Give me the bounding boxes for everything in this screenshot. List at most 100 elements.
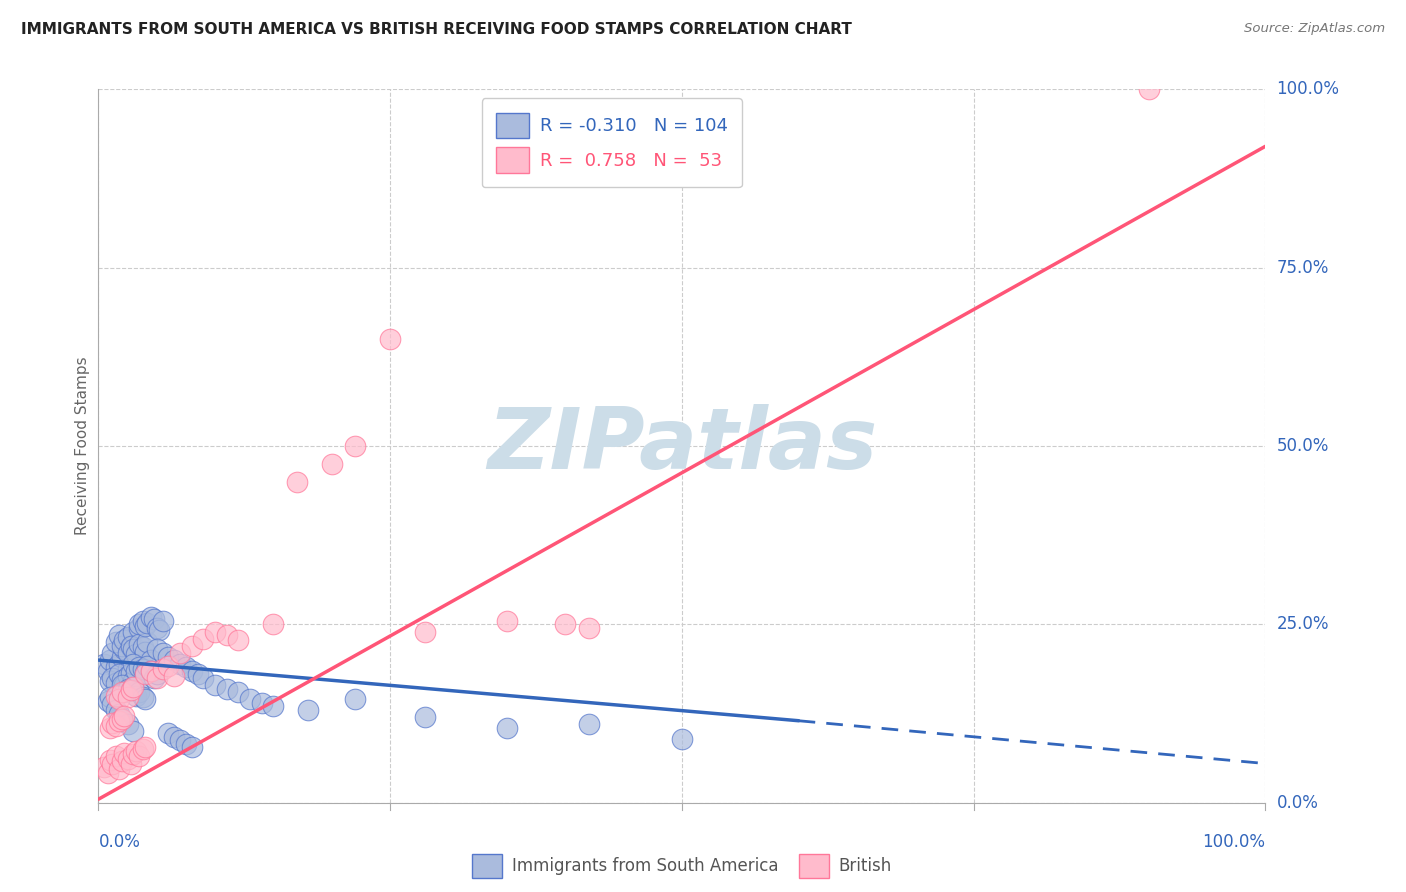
Point bbox=[108, 714, 131, 728]
Point bbox=[101, 671, 124, 685]
Point bbox=[125, 642, 148, 657]
Point bbox=[111, 712, 134, 726]
Point bbox=[554, 617, 576, 632]
Point bbox=[215, 628, 238, 642]
Point bbox=[117, 630, 139, 644]
Point bbox=[122, 657, 145, 671]
Point bbox=[112, 633, 135, 648]
Point bbox=[112, 685, 135, 699]
Point bbox=[122, 747, 145, 762]
Point bbox=[143, 671, 166, 685]
Point bbox=[204, 678, 226, 692]
Point bbox=[134, 692, 156, 706]
Point bbox=[101, 698, 124, 712]
Legend: Immigrants from South America, British: Immigrants from South America, British bbox=[472, 854, 891, 878]
Point bbox=[671, 731, 693, 746]
Point bbox=[111, 678, 134, 692]
Text: 75.0%: 75.0% bbox=[1277, 259, 1329, 277]
Point bbox=[111, 685, 134, 699]
Point bbox=[122, 680, 145, 694]
Point bbox=[157, 658, 180, 673]
Point bbox=[117, 646, 139, 660]
Point bbox=[125, 664, 148, 678]
Point bbox=[139, 610, 162, 624]
Point bbox=[111, 673, 134, 687]
Text: 50.0%: 50.0% bbox=[1277, 437, 1329, 455]
Point bbox=[104, 719, 127, 733]
Point bbox=[111, 639, 134, 653]
Point bbox=[578, 717, 600, 731]
Point bbox=[128, 660, 150, 674]
Point bbox=[169, 646, 191, 660]
Point bbox=[163, 653, 186, 667]
Point bbox=[180, 740, 202, 755]
Point bbox=[117, 681, 139, 696]
Point bbox=[143, 612, 166, 626]
Point bbox=[97, 765, 120, 780]
Point bbox=[134, 740, 156, 755]
Point bbox=[98, 721, 121, 735]
Point bbox=[578, 621, 600, 635]
Point bbox=[108, 628, 131, 642]
Point bbox=[180, 664, 202, 678]
Point bbox=[285, 475, 308, 489]
Point bbox=[132, 640, 155, 655]
Point bbox=[146, 621, 169, 635]
Point bbox=[128, 617, 150, 632]
Point bbox=[128, 621, 150, 635]
Point bbox=[120, 640, 142, 655]
Point bbox=[98, 690, 121, 705]
Point bbox=[120, 756, 142, 771]
Point bbox=[117, 662, 139, 676]
Point bbox=[250, 696, 273, 710]
Point bbox=[136, 658, 159, 673]
Point bbox=[108, 706, 131, 721]
Point bbox=[93, 657, 115, 671]
Point bbox=[117, 690, 139, 705]
Point bbox=[97, 694, 120, 708]
Point bbox=[262, 699, 284, 714]
Point bbox=[97, 664, 120, 678]
Point bbox=[169, 733, 191, 747]
Point bbox=[163, 730, 186, 744]
Point bbox=[112, 642, 135, 657]
Point bbox=[112, 708, 135, 723]
Point bbox=[98, 674, 121, 689]
Point bbox=[98, 753, 121, 767]
Point bbox=[204, 624, 226, 639]
Point bbox=[108, 657, 131, 671]
Text: ZIPatlas: ZIPatlas bbox=[486, 404, 877, 488]
Point bbox=[108, 667, 131, 681]
Point bbox=[128, 685, 150, 699]
Point bbox=[112, 678, 135, 692]
Point bbox=[139, 653, 162, 667]
Point bbox=[134, 644, 156, 658]
Point bbox=[101, 756, 124, 771]
Point bbox=[125, 648, 148, 662]
Point bbox=[239, 692, 262, 706]
Point bbox=[139, 664, 162, 678]
Point bbox=[134, 667, 156, 681]
Point bbox=[120, 639, 142, 653]
Point bbox=[321, 457, 343, 471]
Point bbox=[104, 635, 127, 649]
Point bbox=[136, 635, 159, 649]
Point bbox=[132, 614, 155, 628]
Point bbox=[139, 664, 162, 678]
Point bbox=[146, 671, 169, 685]
Text: 0.0%: 0.0% bbox=[98, 833, 141, 851]
Point bbox=[128, 749, 150, 764]
Point bbox=[104, 689, 127, 703]
Point bbox=[117, 717, 139, 731]
Point bbox=[101, 715, 124, 730]
Point bbox=[297, 703, 319, 717]
Point bbox=[169, 657, 191, 671]
Text: 100.0%: 100.0% bbox=[1202, 833, 1265, 851]
Point bbox=[157, 649, 180, 664]
Point bbox=[148, 623, 170, 637]
Point bbox=[101, 646, 124, 660]
Text: IMMIGRANTS FROM SOUTH AMERICA VS BRITISH RECEIVING FOOD STAMPS CORRELATION CHART: IMMIGRANTS FROM SOUTH AMERICA VS BRITISH… bbox=[21, 22, 852, 37]
Point bbox=[111, 755, 134, 769]
Point bbox=[146, 667, 169, 681]
Point bbox=[496, 721, 519, 735]
